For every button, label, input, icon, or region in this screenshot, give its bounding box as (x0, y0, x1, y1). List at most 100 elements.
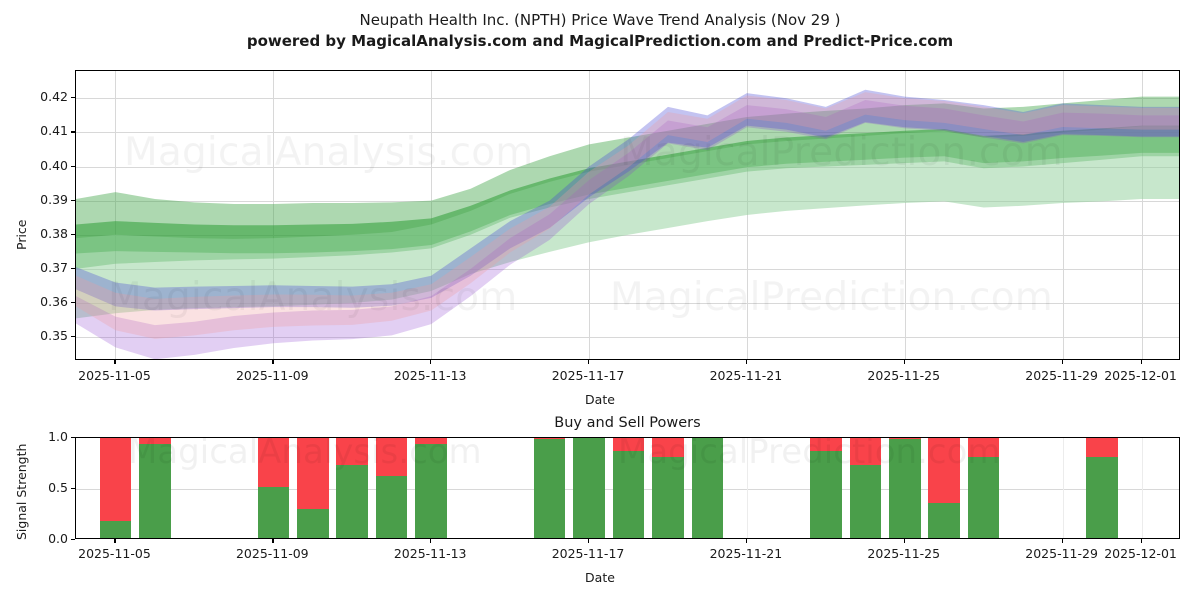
price-x-tick: 2025-11-25 (867, 368, 941, 383)
chart-subtitle: powered by MagicalAnalysis.com and Magic… (246, 32, 954, 50)
bar-gridline-v (1062, 438, 1064, 538)
price-band-green-pale-lower (76, 126, 1179, 319)
price-x-tick: 2025-11-17 (551, 368, 625, 383)
bar-stack[interactable] (99, 438, 132, 538)
price-gridline-h (76, 337, 1179, 339)
price-x-tick-mark (745, 360, 748, 364)
price-x-tick: 2025-11-09 (235, 368, 309, 383)
price-y-tick-mark (71, 302, 75, 304)
price-y-tick: 0.38 (40, 225, 68, 241)
bar-stack[interactable] (691, 438, 724, 538)
price-x-tick-mark (114, 360, 116, 364)
price-x-tick-mark (1061, 360, 1063, 364)
bar-stack[interactable] (928, 438, 960, 538)
price-y-tick-mark (71, 233, 75, 235)
price-chart-plot-area (75, 70, 1180, 360)
price-y-tick-mark (71, 267, 75, 270)
bar-x-tick: 2025-11-13 (393, 546, 467, 561)
price-x-tick-mark (430, 360, 432, 364)
bar-segment-sell (139, 438, 171, 445)
bar-x-tick-mark (903, 539, 905, 543)
bar-x-tick-mark (272, 539, 274, 543)
price-y-tick-mark (71, 199, 75, 201)
bar-gridline-v (746, 438, 748, 538)
price-y-tick: 0.41 (40, 123, 68, 139)
bar-segment-sell (257, 438, 290, 487)
price-x-tick: 2025-12-01 (1104, 368, 1177, 383)
bar-chart-title: Buy and Sell Powers (554, 415, 701, 431)
bar-x-axis-title: Date (585, 570, 615, 585)
bar-stack[interactable] (573, 438, 605, 538)
bar-x-tick-mark (1140, 539, 1142, 543)
bar-x-tick: 2025-11-17 (551, 546, 625, 561)
bar-x-tick: 2025-11-21 (709, 546, 783, 561)
bar-x-tick-mark (588, 539, 590, 543)
bar-segment-buy (99, 520, 132, 538)
price-gridline-v (1141, 71, 1143, 359)
price-y-tick: 0.40 (40, 157, 68, 173)
bar-stack[interactable] (810, 438, 842, 538)
bar-y-tick: 1.0 (48, 429, 68, 444)
bar-segment-sell (533, 438, 566, 440)
price-y-axis-title: Price (14, 219, 29, 251)
price-band-purple-low-tail (76, 100, 1179, 359)
bar-segment-buy (297, 509, 329, 538)
price-gridline-h (76, 98, 1179, 100)
bar-stack[interactable] (336, 438, 369, 538)
price-gridline-h (76, 303, 1179, 304)
bar-y-tick-mark (71, 437, 75, 439)
price-x-tick: 2025-11-21 (709, 368, 783, 383)
bar-x-tick: 2025-12-01 (1104, 546, 1177, 561)
price-band-blue-lower-channel (76, 89, 1179, 311)
price-gridline-v (746, 71, 748, 359)
bar-stack[interactable] (612, 438, 645, 538)
bar-segment-sell (375, 438, 408, 476)
bar-gridline-v (1141, 438, 1143, 538)
bar-segment-buy (888, 439, 921, 538)
bar-stack[interactable] (257, 438, 290, 538)
price-band-pink-upper-tail (76, 92, 1179, 339)
bar-segment-sell (1086, 438, 1118, 458)
price-gridline-v (1062, 71, 1064, 359)
price-y-tick: 0.35 (40, 328, 68, 344)
price-x-tick-mark (272, 360, 274, 364)
price-y-tick-mark (71, 131, 75, 133)
price-x-axis-title: Date (585, 392, 615, 407)
price-y-tick: 0.42 (40, 89, 68, 105)
bar-stack[interactable] (888, 438, 921, 538)
bar-x-tick: 2025-11-29 (1025, 546, 1098, 561)
price-x-tick: 2025-11-05 (78, 368, 151, 383)
price-gridline-h (76, 268, 1179, 270)
price-gridline-v (431, 71, 433, 359)
price-gridline-v (273, 71, 275, 359)
price-gridline-h (76, 234, 1179, 236)
bar-stack[interactable] (652, 438, 684, 538)
bar-stack[interactable] (1086, 438, 1118, 538)
bar-stack[interactable] (849, 438, 882, 538)
bar-segment-buy (375, 475, 408, 538)
bar-segment-sell (297, 438, 329, 510)
bar-x-tick: 2025-11-09 (235, 546, 309, 561)
bar-stack[interactable] (297, 438, 329, 538)
bar-segment-buy (1086, 457, 1118, 538)
bar-chart-plot-area (75, 437, 1180, 539)
bar-stack[interactable] (139, 438, 171, 538)
price-y-tick: 0.39 (40, 191, 68, 207)
bar-segment-buy (257, 487, 290, 538)
bar-segment-buy (691, 438, 724, 538)
bar-x-tick-mark (430, 539, 432, 543)
price-y-tick-mark (71, 97, 75, 99)
bar-stack[interactable] (967, 438, 1000, 538)
bar-segment-buy (849, 464, 882, 538)
price-gridline-v (115, 71, 117, 359)
bar-y-tick-mark (71, 488, 75, 490)
bar-segment-buy (612, 451, 645, 538)
bar-stack[interactable] (415, 438, 447, 538)
price-gridline-v (904, 71, 906, 359)
bar-segment-buy (415, 444, 447, 538)
bar-stack[interactable] (533, 438, 566, 538)
price-y-tick-mark (71, 165, 75, 167)
bar-segment-sell (99, 438, 132, 521)
bar-stack[interactable] (375, 438, 408, 538)
